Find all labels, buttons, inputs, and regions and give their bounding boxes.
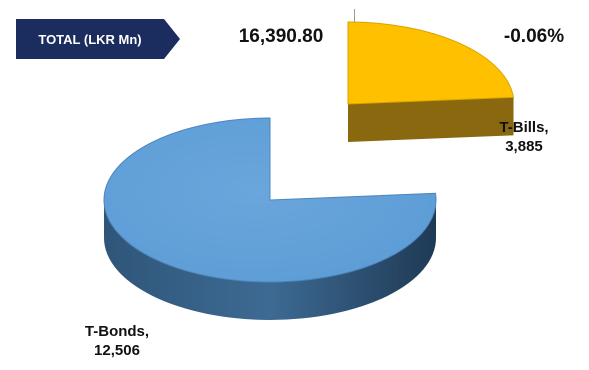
slice-label-t-bonds: T-Bonds, 12,506 (62, 322, 172, 360)
slice-label-t-bills-name: T-Bills, (499, 119, 549, 136)
total-label: TOTAL (LKR Mn) (38, 31, 142, 47)
total-value: 16,390.80 (238, 26, 324, 47)
slice-t-bonds (103, 117, 437, 283)
total-label-badge: TOTAL (LKR Mn) (16, 19, 180, 59)
slice-t-bonds-side (104, 200, 436, 320)
slice-label-t-bills-value: 3,885 (505, 138, 543, 155)
slice-t-bills (347, 21, 515, 105)
slice-label-t-bonds-name: T-Bonds, (84, 323, 150, 340)
slice-label-t-bonds-value: 12,506 (94, 342, 140, 359)
slice-label-t-bills: T-Bills, 3,885 (484, 118, 564, 156)
wow-value: -0.06% (503, 26, 565, 47)
slice-t-bills-cut-face-right (348, 97, 514, 142)
badge-arrow-shape (16, 19, 180, 59)
